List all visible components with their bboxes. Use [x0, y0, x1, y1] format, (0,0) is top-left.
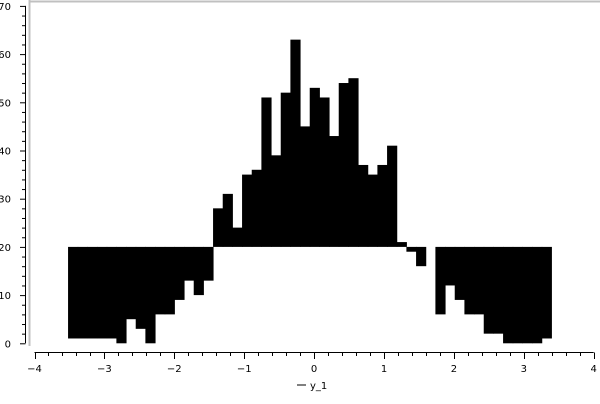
y-tick-label: 0: [5, 339, 11, 350]
histogram-bar: [522, 246, 533, 344]
histogram-bar: [532, 246, 543, 344]
histogram-bar: [213, 208, 224, 247]
histogram-bar: [416, 246, 427, 267]
y-tick-label: 30: [0, 195, 11, 206]
histogram-bar: [271, 155, 282, 247]
y-tick-label: 40: [0, 147, 11, 158]
histogram-bar: [251, 169, 262, 247]
histogram-bar: [406, 246, 417, 252]
y-tick-label: 60: [0, 50, 11, 61]
x-axis: −4 −3 −2 −1 0 1 2 3 4: [27, 352, 597, 375]
histogram-bar: [300, 126, 311, 247]
histogram-bar: [222, 193, 233, 247]
histogram-bar: [358, 164, 369, 247]
x-tick-label: 2: [451, 364, 457, 375]
histogram-bar: [193, 246, 204, 296]
x-tick-label: −1: [237, 364, 252, 375]
y-tick-label: 50: [0, 98, 11, 109]
histogram-bar: [541, 246, 552, 339]
histogram-bar: [387, 145, 398, 247]
histogram-bar: [338, 83, 349, 247]
histogram-bar: [184, 246, 195, 281]
histogram-bar: [97, 246, 108, 339]
x-tick-label: 1: [381, 364, 387, 375]
histogram-bar: [116, 246, 127, 344]
histogram-bar: [512, 246, 523, 344]
histogram-bar: [503, 246, 514, 344]
histogram-bar: [68, 246, 79, 339]
histogram-bar: [474, 246, 485, 315]
histogram-bar: [242, 174, 253, 247]
y-tick-label: 10: [0, 291, 11, 302]
histogram-bar: [309, 87, 320, 247]
histogram-bar: [203, 246, 214, 281]
histogram-bar: [87, 246, 98, 339]
x-tick-label: 3: [521, 364, 527, 375]
x-tick-label: 4: [591, 364, 597, 375]
y-axis: 0 10 20 30 40 50 60 70: [0, 2, 26, 350]
histogram-bar: [290, 39, 301, 247]
histogram-bar: [319, 97, 330, 247]
histogram-bar: [445, 246, 456, 286]
histogram-bar: [377, 164, 388, 247]
histogram-bar: [126, 246, 137, 320]
histogram-bar: [77, 246, 88, 339]
legend-x-label: y_1: [297, 381, 327, 392]
histogram-bar: [232, 227, 243, 247]
y-tick-label: 20: [0, 243, 11, 254]
bars: [68, 39, 552, 344]
histogram-bar: [464, 246, 475, 315]
histogram-bar: [135, 246, 146, 329]
histogram-bar: [164, 246, 175, 315]
histogram-bar: [348, 78, 359, 247]
x-tick-label: −4: [27, 364, 42, 375]
histogram-bar: [329, 136, 340, 247]
x-tick-label: −2: [167, 364, 182, 375]
x-tick-label: −3: [97, 364, 112, 375]
histogram-bar: [145, 246, 156, 344]
histogram-bar: [155, 246, 166, 315]
histogram-bar: [261, 97, 272, 247]
x-axis-label: y_1: [310, 381, 327, 392]
histogram-bar: [483, 246, 494, 334]
histogram-bar: [280, 92, 291, 247]
histogram-bar: [454, 246, 465, 300]
plot-frame: [28, 0, 600, 346]
histogram-bar: [396, 242, 407, 247]
histogram-bar: [367, 174, 378, 247]
histogram-bar: [435, 246, 446, 315]
x-tick-label: 0: [311, 364, 317, 375]
histogram-bar: [174, 246, 185, 300]
histogram-bar: [106, 246, 117, 339]
y-tick-label: 70: [0, 2, 11, 13]
histogram-bar: [493, 246, 504, 334]
